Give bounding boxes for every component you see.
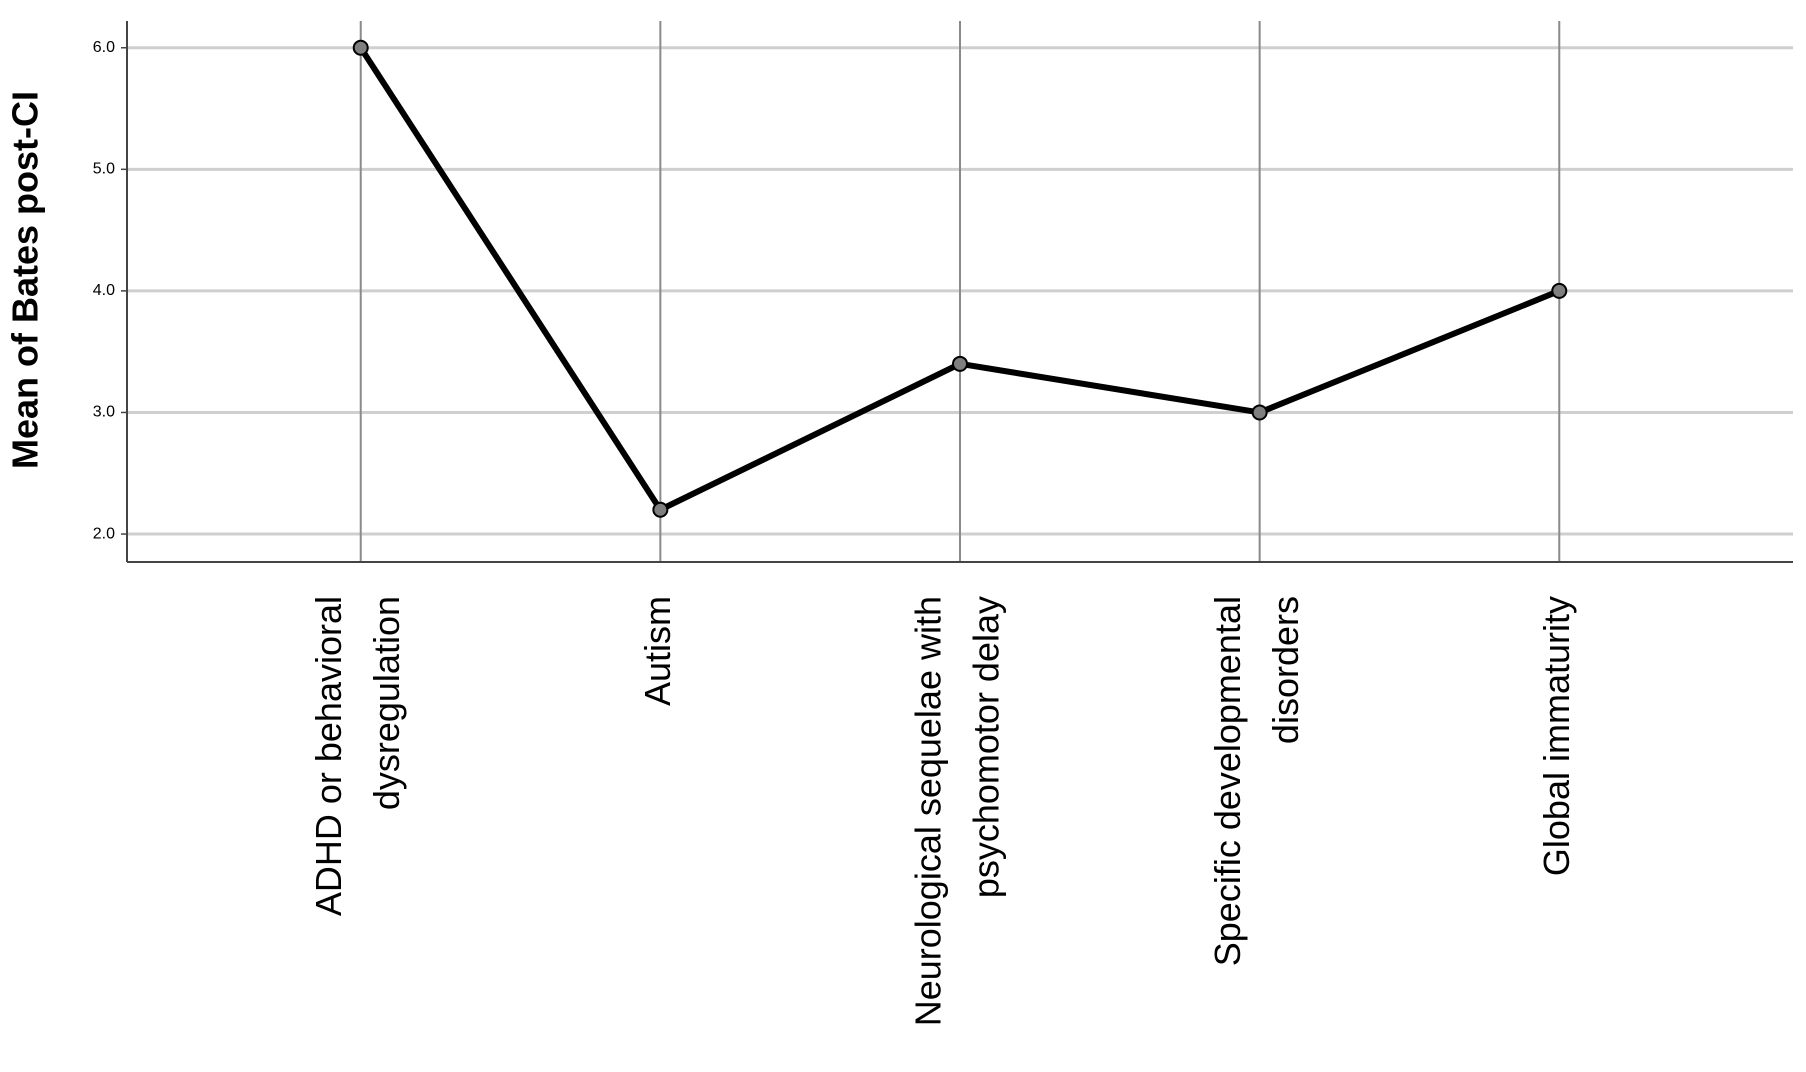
x-tick-label-line: psychomotor delay [966, 596, 1007, 898]
x-tick-label: Autism [637, 596, 678, 706]
marker [652, 501, 669, 518]
x-tick-label-line: Autism [637, 596, 678, 706]
x-tick-label-line: Specific developmental [1207, 596, 1248, 966]
marker [352, 39, 369, 56]
x-tick-label-line: ADHD or behavioral [308, 596, 349, 916]
marker [1251, 404, 1268, 421]
marker [952, 355, 968, 372]
x-tick-label: Specific developmental disorders [1207, 596, 1306, 966]
x-tick-label: Global immaturity [1536, 596, 1577, 876]
x-tick-label-line: Global immaturity [1536, 596, 1577, 876]
x-tick-label: Neurological sequelae with psychomotor de… [908, 596, 1007, 1026]
y-tick-label: 3.0 [93, 404, 115, 421]
x-tick-label: ADHD or behavioral dysregulation [308, 596, 407, 916]
y-tick-label: 6.0 [93, 39, 115, 56]
x-tick-label-line: dysregulation [366, 596, 407, 810]
y-tick-label: 5.0 [93, 161, 115, 178]
y-axis-title: Mean of Bates post-CI [5, 91, 46, 469]
y-tick-label: 4.0 [93, 282, 115, 299]
x-tick-label-line: disorders [1265, 596, 1306, 744]
x-tick-label-line: Neurological sequelae with [908, 596, 949, 1026]
marker [1551, 282, 1568, 299]
y-tick-label: 2.0 [93, 525, 115, 542]
